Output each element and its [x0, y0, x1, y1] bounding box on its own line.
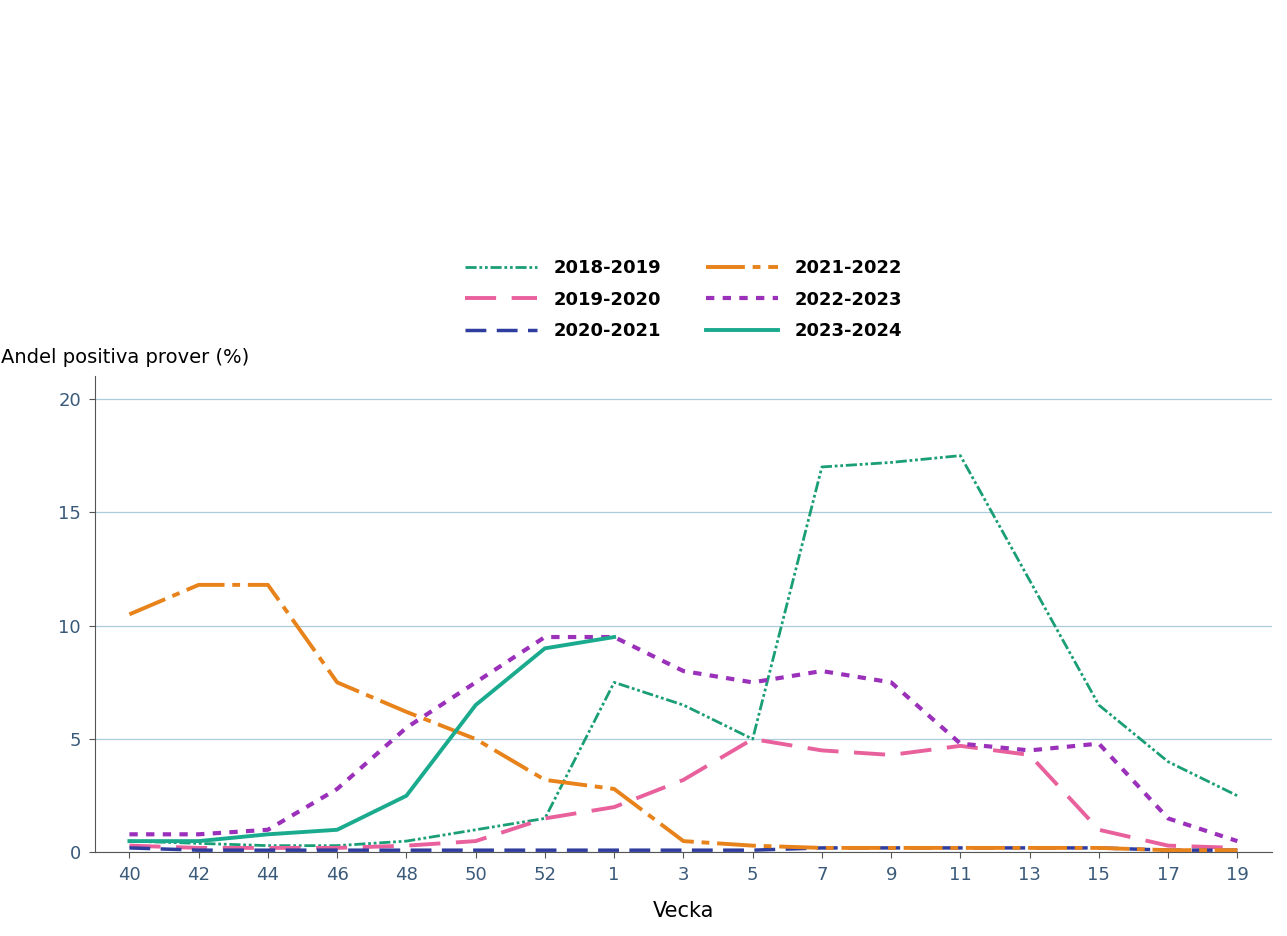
X-axis label: Vecka: Vecka: [653, 901, 714, 921]
Legend: 2018-2019, 2019-2020, 2020-2021, 2021-2022, 2022-2023, 2023-2024: 2018-2019, 2019-2020, 2020-2021, 2021-20…: [458, 252, 909, 347]
Text: Andel positiva prover (%): Andel positiva prover (%): [0, 348, 248, 367]
